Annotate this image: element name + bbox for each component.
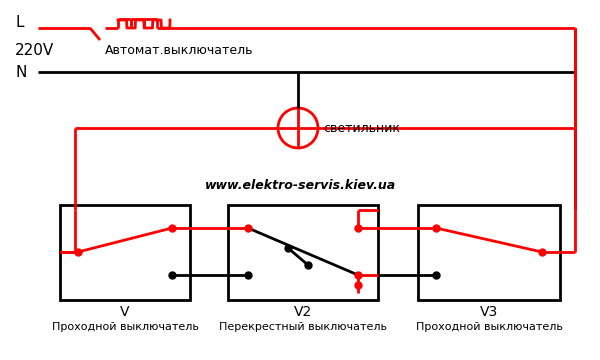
Bar [418, 205, 560, 300]
Text: Проходной выключатель: Проходной выключатель [416, 322, 562, 332]
Text: V3: V3 [480, 305, 498, 319]
Text: V2: V2 [294, 305, 312, 319]
Text: V: V [120, 305, 130, 319]
Text: Проходной выключатель: Проходной выключатель [52, 322, 199, 332]
Bar [60, 205, 190, 300]
Text: www.elektro-servis.kiev.ua: www.elektro-servis.kiev.ua [205, 179, 395, 192]
Text: Перекрестный выключатель: Перекрестный выключатель [219, 322, 387, 332]
Bar [228, 205, 378, 300]
Text: 220V: 220V [15, 42, 54, 58]
Text: светильник: светильник [323, 122, 400, 135]
Text: L: L [15, 14, 23, 30]
Text: Автомат.выключатель: Автомат.выключатель [105, 44, 254, 57]
Text: N: N [15, 64, 26, 80]
